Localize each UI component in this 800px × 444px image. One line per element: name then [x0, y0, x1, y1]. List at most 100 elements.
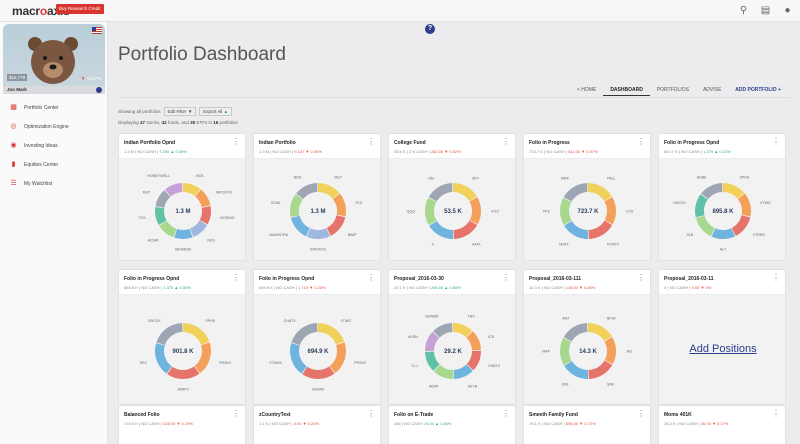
donut-slice[interactable]: [711, 228, 736, 239]
donut-slice[interactable]: [433, 323, 453, 338]
card-menu-icon[interactable]: ⋮: [772, 137, 780, 146]
tab-dashboard[interactable]: DASHBOARD: [603, 85, 650, 96]
edit-filter-button[interactable]: Edit Filter ▼: [163, 107, 197, 116]
donut-slice[interactable]: [318, 183, 340, 199]
portfolio-card[interactable]: Folio in Progress Opnd ⋮ 652.7 K ( NO CASH…: [658, 133, 786, 261]
donut-slice[interactable]: [318, 323, 345, 345]
donut-slice[interactable]: [425, 331, 440, 351]
profile-banner[interactable]: $18,778 ▼ -0.27%: [3, 24, 105, 86]
card-title[interactable]: Proposal_2016-03-11: [664, 276, 714, 282]
donut-slice[interactable]: [560, 337, 572, 365]
donut-slice[interactable]: [183, 183, 201, 197]
donut-chart[interactable]: NOK INFOSYS BOEING NVS SIEMENS ACMR TCS MLP HONE…: [119, 159, 246, 261]
card-title[interactable]: Proposal_2016-03-111: [529, 276, 581, 282]
card-menu-icon[interactable]: ⋮: [772, 273, 780, 282]
tab-advise[interactable]: ADVISE: [702, 87, 722, 93]
portfolio-card[interactable]: Folio in Progress Opnd ⋮ 686.8 K ( NO CASH…: [118, 269, 246, 405]
donut-slice[interactable]: [155, 206, 167, 225]
card-title[interactable]: Proposal_2016-03-30: [394, 276, 444, 282]
card-title[interactable]: Smeeth Family Fund: [529, 412, 578, 418]
donut-slice[interactable]: [731, 215, 751, 236]
donut-slice[interactable]: [425, 197, 437, 225]
donut-slice[interactable]: [695, 194, 708, 218]
portfolio-card[interactable]: Proposal_2016-03-11 ⋮ 0 ( NO CASH ) 0.00 ▼…: [658, 269, 786, 405]
donut-slice[interactable]: [167, 366, 200, 379]
card-title[interactable]: Folio in Progress Opnd: [124, 276, 180, 282]
donut-slice[interactable]: [302, 366, 335, 379]
user-icon[interactable]: ●: [784, 5, 791, 16]
donut-slice[interactable]: [453, 220, 478, 239]
donut-chart[interactable]: BFEF JNJ SNF ORL MAF ARJ 14.3 K: [524, 295, 651, 405]
card-title[interactable]: Indian Portfolio Opnd: [124, 140, 176, 146]
settings-dot-icon[interactable]: [96, 87, 102, 93]
card-menu-icon[interactable]: ⋮: [637, 409, 645, 418]
tab-home[interactable]: < HOME: [577, 87, 597, 93]
donut-slice[interactable]: [190, 220, 208, 238]
card-menu-icon[interactable]: ⋮: [232, 137, 240, 146]
card-menu-icon[interactable]: ⋮: [367, 137, 375, 146]
donut-slice[interactable]: [156, 323, 183, 346]
card-title[interactable]: Moms 401K: [664, 412, 692, 418]
chat-icon[interactable]: ▤: [760, 5, 771, 16]
donut-chart[interactable]: SPHS VTWO VTRRE ALT SLB GRCSX ADBE 895.8 K: [659, 159, 786, 261]
donut-chart[interactable]: SPHS PRSKX JNRFX EEZ GRCSX 901.8 K: [119, 295, 246, 405]
donut-slice[interactable]: [291, 323, 318, 346]
donut-chart[interactable]: TNX ICE CHATX SKYB WOIP CLJ AVRN SEWBN 29.2 K: [389, 295, 516, 405]
donut-slice[interactable]: [290, 194, 303, 218]
donut-slice[interactable]: [563, 183, 588, 202]
donut-slice[interactable]: [604, 337, 616, 365]
card-title[interactable]: Indian Portfolio: [259, 140, 296, 146]
donut-slice[interactable]: [564, 220, 588, 239]
sidebar-item-portfolio-center[interactable]: ▦ Portfolio Center: [10, 104, 59, 111]
donut-slice[interactable]: [306, 228, 331, 239]
export-all-button[interactable]: Export All ▲: [199, 107, 233, 116]
donut-slice[interactable]: [588, 183, 612, 202]
portfolio-card[interactable]: Proposal_2016-03-30 ⋮ 29.1 K ( NO CASH ) 2…: [388, 269, 516, 405]
add-positions-link[interactable]: Add Positions: [689, 343, 757, 355]
buy-credit-button[interactable]: Buy Research Credit: [56, 4, 104, 14]
sidebar-item-equities-center[interactable]: ▮ Equities Center: [11, 161, 59, 168]
donut-slice[interactable]: [296, 183, 318, 200]
donut-slice[interactable]: [723, 183, 745, 199]
donut-slice[interactable]: [174, 228, 193, 239]
donut-slice[interactable]: [326, 215, 346, 236]
donut-slice[interactable]: [290, 215, 310, 237]
donut-slice[interactable]: [469, 197, 481, 225]
card-title[interactable]: Folio on E-Trade: [394, 412, 434, 418]
donut-slice[interactable]: [429, 220, 453, 239]
donut-slice[interactable]: [425, 351, 440, 371]
donut-chart[interactable]: PALL CVS PCRFY MSFT PFE MRK 723.7 K: [524, 159, 651, 261]
card-title[interactable]: Folio in Progress Opnd: [664, 140, 720, 146]
portfolio-card[interactable]: Indian Portfolio Opnd ⋮ 1.3 M ( NO CASH ) …: [118, 133, 246, 261]
donut-slice[interactable]: [199, 206, 211, 225]
portfolio-card[interactable]: Proposal_2016-03-111 ⋮ 14.3 K ( NO CASH ) …: [523, 269, 651, 405]
card-menu-icon[interactable]: ⋮: [367, 273, 375, 282]
donut-slice[interactable]: [560, 197, 572, 225]
donut-slice[interactable]: [165, 183, 183, 197]
card-menu-icon[interactable]: ⋮: [637, 273, 645, 282]
portfolio-card[interactable]: College Fund ⋮ 53.5 K ( 2 K CASH ) 282.00 …: [388, 133, 516, 261]
card-menu-icon[interactable]: ⋮: [232, 273, 240, 282]
card-title[interactable]: Folio in Progress Opnd: [259, 276, 315, 282]
portfolio-card[interactable]: Folio in Progress Opnd ⋮ 694.9 K ( NO CASH…: [253, 269, 381, 405]
card-title[interactable]: Balanced Folio: [124, 412, 160, 418]
donut-slice[interactable]: [332, 193, 346, 217]
donut-chart[interactable]: VTWO PRSKX VEMAX VTNMX CHATX 694.9 K: [254, 295, 381, 405]
donut-slice[interactable]: [588, 360, 613, 379]
donut-slice[interactable]: [453, 323, 473, 338]
donut-slice[interactable]: [588, 323, 612, 342]
card-title[interactable]: College Fund: [394, 140, 426, 146]
card-title[interactable]: Folio in Progress: [529, 140, 570, 146]
donut-slice[interactable]: [701, 183, 723, 200]
portfolio-card[interactable]: zCountryTest ⋮ 1.1 K ( NO CASH ) 3.00 ▼ 0.…: [253, 405, 381, 444]
donut-slice[interactable]: [428, 183, 453, 202]
search-icon[interactable]: ⚲: [739, 5, 748, 16]
donut-slice[interactable]: [466, 331, 481, 351]
donut-slice[interactable]: [564, 360, 588, 379]
portfolio-card[interactable]: Moms 401K ⋮ 26.3 K ( NO CASH ) 46.00 ▼ 0.1…: [658, 405, 786, 444]
donut-slice[interactable]: [588, 220, 613, 239]
card-menu-icon[interactable]: ⋮: [502, 409, 510, 418]
sidebar-item-my-watchlist[interactable]: ☰ My Watchlist: [10, 180, 53, 187]
portfolio-card[interactable]: Indian Portfolio ⋮ 1.3 M ( NO CASH ) 5,167…: [253, 133, 381, 261]
portfolio-card[interactable]: Folio on E-Trade ⋮ 436 ( NO CASH ) 5.00 ▲ …: [388, 405, 516, 444]
